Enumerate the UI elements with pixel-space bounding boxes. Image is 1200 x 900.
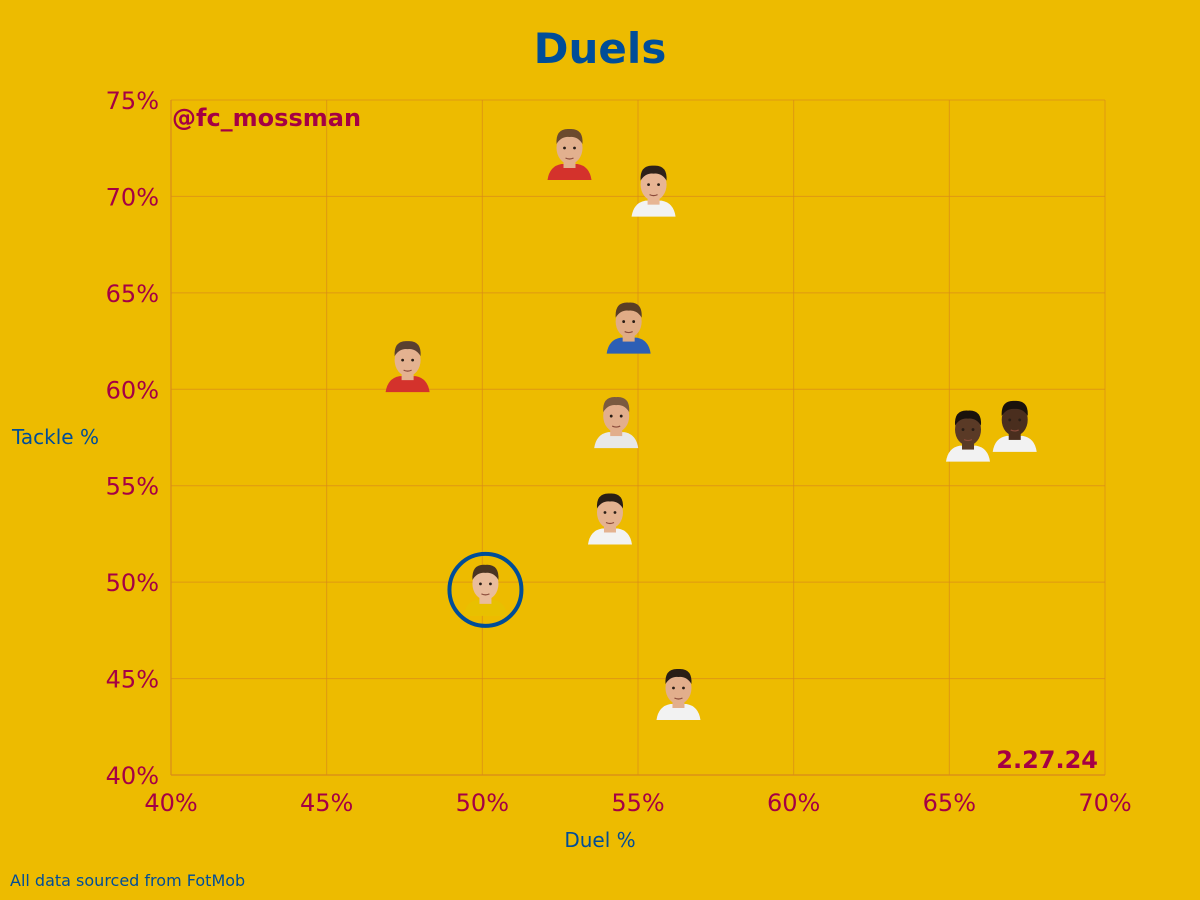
- player-eye: [1008, 418, 1012, 422]
- player-mouth: [649, 194, 658, 197]
- x-tick-label: 55%: [611, 789, 664, 817]
- y-tick-label: 75%: [106, 87, 159, 115]
- player-mouth: [565, 157, 574, 160]
- x-tick-label: 65%: [923, 789, 976, 817]
- player-eye: [647, 183, 650, 187]
- player-mouth: [963, 439, 973, 442]
- player-eye: [401, 358, 405, 362]
- player-kit: [547, 164, 592, 180]
- highlight-ring: [447, 551, 524, 628]
- x-tick-label: 45%: [300, 789, 353, 817]
- grid-layer: [170, 99, 1106, 776]
- player-mouth: [674, 697, 683, 700]
- player-eye: [609, 414, 613, 418]
- author-handle: @fc_mossman: [172, 104, 361, 132]
- y-tick-label: 45%: [106, 666, 159, 694]
- player-eye: [479, 582, 482, 586]
- player-face: [640, 168, 667, 201]
- tick-labels: 40% 45% 50% 55% 60% 65% 70% 40% 45% 50% 55% 60% 65% 7…: [106, 87, 1132, 817]
- player-face: [603, 400, 630, 433]
- chart-title: Duels: [533, 24, 667, 73]
- player-headshot-marker: [992, 400, 1037, 452]
- player-eye: [619, 414, 623, 418]
- player-eye: [657, 183, 660, 187]
- player-kit: [594, 432, 639, 449]
- player-face: [472, 567, 499, 600]
- player-hair: [603, 397, 630, 413]
- player-hair: [1001, 400, 1028, 416]
- player-hair: [640, 165, 667, 181]
- player-headshot-marker: [631, 165, 676, 217]
- player-kit: [631, 200, 676, 217]
- player-eye: [971, 428, 975, 431]
- player-mouth: [403, 369, 412, 372]
- player-kit: [946, 445, 991, 462]
- y-tick-label: 60%: [106, 376, 159, 404]
- player-face: [596, 496, 623, 529]
- player-eye: [573, 146, 576, 150]
- player-kit: [656, 704, 701, 720]
- player-face: [394, 344, 421, 377]
- player-headshot-marker: [946, 410, 991, 462]
- x-tick-label: 60%: [767, 789, 820, 817]
- x-tick-label: 40%: [144, 789, 197, 817]
- source-note: All data sourced from FotMob: [10, 871, 245, 890]
- y-tick-label: 40%: [106, 762, 159, 790]
- y-tick-label: 65%: [106, 280, 159, 308]
- player-hair: [394, 341, 421, 357]
- player-kit: [587, 528, 632, 545]
- y-axis-label: Tackle %: [11, 425, 99, 449]
- player-hair: [954, 410, 982, 426]
- player-eye: [489, 582, 492, 586]
- player-hair: [665, 668, 692, 684]
- y-tick-label: 55%: [106, 473, 159, 501]
- player-face: [615, 305, 642, 338]
- player-eye: [1018, 418, 1022, 422]
- player-eye: [622, 320, 626, 323]
- data-points: [385, 128, 1037, 720]
- player-face: [556, 132, 583, 164]
- player-mouth: [605, 521, 615, 525]
- player-headshot-marker: [587, 493, 632, 545]
- player-face: [955, 413, 982, 446]
- player-kit: [992, 435, 1037, 452]
- player-headshot-marker: [606, 302, 651, 354]
- y-tick-label: 50%: [106, 569, 159, 597]
- player-headshot-marker: [447, 551, 524, 628]
- player-mouth: [1010, 429, 1019, 432]
- player-eye: [961, 428, 965, 431]
- player-mouth: [481, 593, 490, 596]
- player-eye: [682, 686, 685, 690]
- y-tick-label: 70%: [106, 183, 159, 211]
- player-headshot-marker: [547, 128, 592, 180]
- player-kit: [606, 337, 651, 354]
- player-hair: [556, 128, 583, 144]
- x-axis-label: Duel %: [564, 828, 635, 852]
- player-mouth: [624, 331, 633, 334]
- player-headshot-marker: [385, 341, 430, 393]
- player-eye: [632, 320, 636, 323]
- player-kit: [463, 599, 508, 616]
- player-kit: [385, 376, 430, 393]
- player-hair: [472, 564, 499, 580]
- player-face: [665, 672, 692, 704]
- player-hair: [596, 493, 624, 509]
- player-eye: [563, 146, 566, 150]
- date-stamp: 2.27.24: [996, 746, 1098, 774]
- player-mouth: [611, 425, 621, 428]
- player-eye: [672, 686, 675, 690]
- player-headshot-marker: [656, 668, 701, 720]
- x-tick-label: 70%: [1078, 789, 1131, 817]
- player-headshot-marker: [594, 397, 639, 449]
- player-face: [1001, 403, 1028, 436]
- player-hair: [615, 302, 642, 318]
- player-eye: [411, 358, 415, 362]
- player-eye: [613, 511, 617, 514]
- x-tick-label: 50%: [456, 789, 509, 817]
- player-eye: [603, 511, 607, 514]
